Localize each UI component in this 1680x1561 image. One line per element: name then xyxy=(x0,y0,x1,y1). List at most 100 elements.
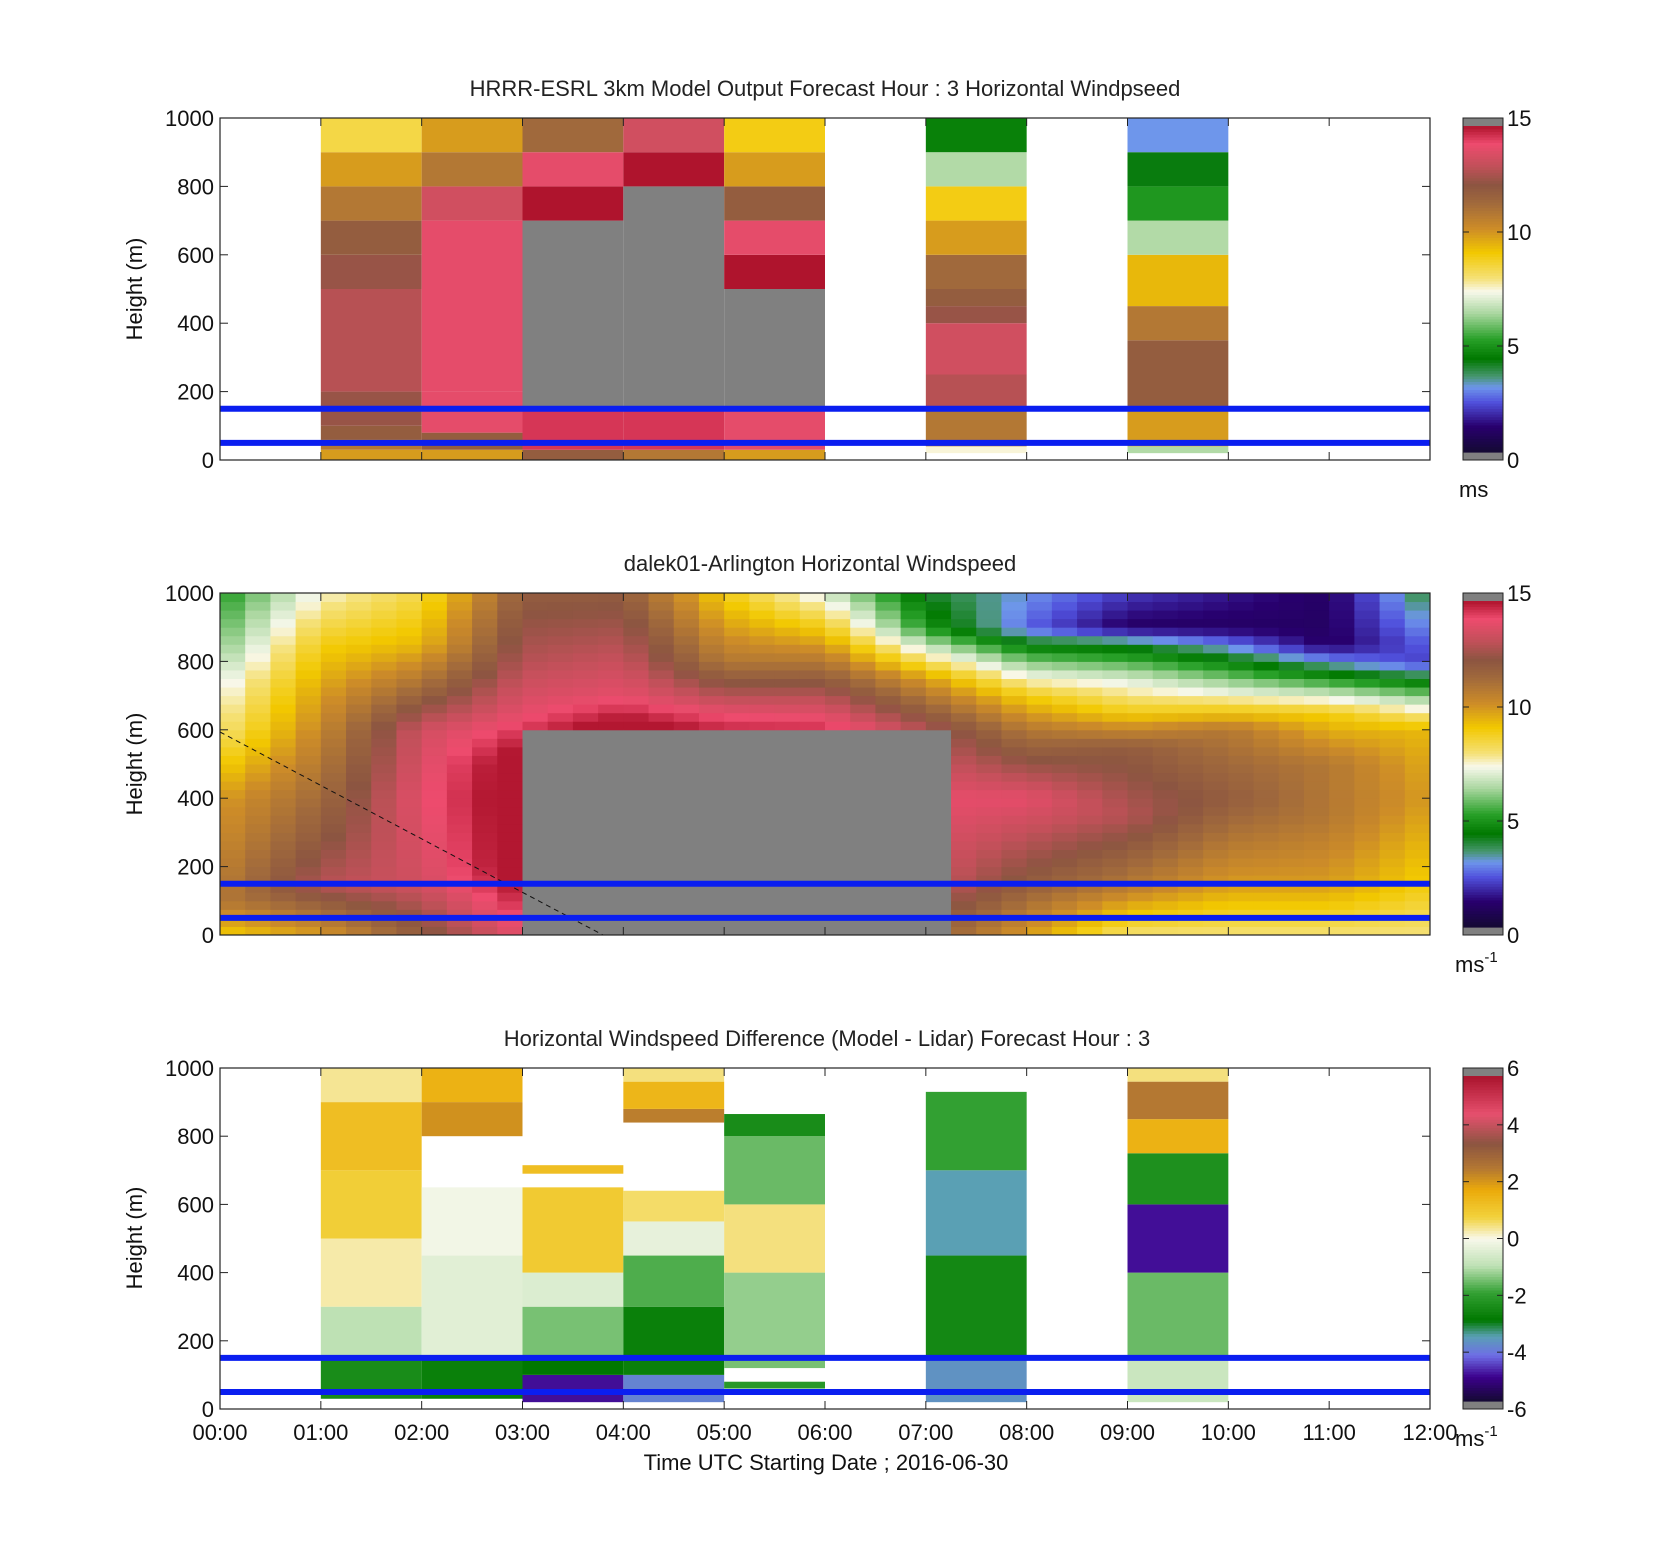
colorbar-swatch xyxy=(1463,850,1503,855)
colorbar-swatch xyxy=(1463,145,1503,149)
heatmap-cell xyxy=(623,661,650,671)
colorbar-cap-bottom xyxy=(1463,452,1503,460)
heatmap-cell xyxy=(446,789,473,799)
heatmap-cell xyxy=(346,652,372,662)
colorbar-swatch xyxy=(1463,259,1503,263)
heatmap-cell xyxy=(749,755,776,765)
heatmap-cell xyxy=(295,858,322,868)
heatmap-cell xyxy=(623,772,650,782)
colorbar-swatch xyxy=(1463,256,1503,260)
heatmap-cell xyxy=(1278,858,1305,868)
heatmap-cell xyxy=(421,704,448,714)
colorbar-swatch xyxy=(1463,210,1503,214)
heatmap-cell xyxy=(320,425,422,440)
heatmap-cell xyxy=(1203,635,1229,645)
heatmap-cell xyxy=(371,652,397,662)
heatmap-cell xyxy=(1404,593,1430,603)
heatmap-cell xyxy=(623,118,725,153)
heatmap-cell xyxy=(497,781,523,791)
heatmap-cell xyxy=(1152,738,1179,748)
colorbar-swatch xyxy=(1463,1124,1503,1129)
colorbar-swatch xyxy=(1463,183,1503,187)
heatmap-cell xyxy=(220,926,246,935)
heatmap-cell xyxy=(1177,764,1204,774)
colorbar-swatch xyxy=(1463,774,1503,779)
heatmap-cell xyxy=(976,627,1002,637)
colorbar-unit: ms xyxy=(1459,477,1488,502)
heatmap-cell xyxy=(497,661,523,671)
heatmap-cell xyxy=(925,1357,1027,1403)
heatmap-cell xyxy=(799,627,826,637)
heatmap-cell xyxy=(547,892,574,902)
colorbar-swatch xyxy=(1463,1122,1503,1126)
heatmap-cell xyxy=(396,832,423,842)
heatmap-cell xyxy=(1278,669,1305,679)
heatmap-cell xyxy=(698,618,725,628)
heatmap-cell xyxy=(951,695,977,705)
heatmap-cell xyxy=(295,712,322,722)
heatmap-cell xyxy=(1127,1068,1229,1082)
heatmap-cell xyxy=(1102,815,1128,825)
heatmap-cell xyxy=(1026,669,1053,679)
colorbar-swatch xyxy=(1463,630,1503,635)
colorbar-swatch xyxy=(1463,1076,1503,1080)
heatmap-cell xyxy=(900,738,927,748)
heatmap-cell xyxy=(1303,593,1330,603)
heatmap-cell xyxy=(1152,746,1179,756)
colorbar-swatch xyxy=(1463,432,1503,437)
heatmap-cell xyxy=(1228,926,1255,935)
heatmap-cell xyxy=(1077,687,1103,697)
heatmap-cell xyxy=(1001,755,1028,765)
heatmap-cell xyxy=(774,687,801,697)
heatmap-cell xyxy=(1228,712,1255,722)
heatmap-cell xyxy=(295,610,322,620)
heatmap-cell xyxy=(1354,729,1381,739)
heatmap-cell xyxy=(799,832,826,842)
heatmap-cell xyxy=(245,858,271,868)
heatmap-cell xyxy=(875,593,902,603)
heatmap-cell xyxy=(220,610,246,620)
colorbar-swatch xyxy=(1463,359,1503,363)
heatmap-cell xyxy=(320,627,347,637)
heatmap-cell xyxy=(1228,781,1255,791)
heatmap-cell xyxy=(1001,798,1028,808)
heatmap-cell xyxy=(900,627,927,637)
heatmap-cell xyxy=(472,789,498,799)
heatmap-cell xyxy=(648,746,675,756)
heatmap-cell xyxy=(1278,687,1305,697)
heatmap-cell xyxy=(472,687,498,697)
heatmap-cell xyxy=(371,832,397,842)
heatmap-cell xyxy=(850,652,876,662)
heatmap-cell xyxy=(522,186,624,221)
heatmap-cell xyxy=(875,789,902,799)
heatmap-cell xyxy=(1303,755,1330,765)
heatmap-cell xyxy=(976,849,1002,859)
heatmap-cell xyxy=(472,729,498,739)
heatmap-cell xyxy=(951,746,977,756)
heatmap-cell xyxy=(522,781,549,791)
colorbar-swatch xyxy=(1463,1271,1503,1275)
heatmap-cell xyxy=(1228,593,1255,603)
heatmap-cell xyxy=(1152,926,1179,935)
colorbar-swatch xyxy=(1463,736,1503,741)
heatmap-cell xyxy=(900,704,927,714)
y-axis-label: Height (m) xyxy=(122,238,147,341)
colorbar-swatch xyxy=(1463,761,1503,765)
colorbar-swatch xyxy=(1463,706,1503,711)
colorbar-swatch xyxy=(1463,294,1503,298)
heatmap-cell xyxy=(446,823,473,833)
heatmap-cell xyxy=(1354,926,1381,935)
heatmap-cell xyxy=(1404,849,1430,859)
heatmap-cell xyxy=(1102,687,1128,697)
heatmap-cell xyxy=(951,772,977,782)
heatmap-cell xyxy=(698,849,725,859)
heatmap-cell xyxy=(270,610,297,620)
heatmap-cell xyxy=(472,652,498,662)
heatmap-cell xyxy=(245,593,271,603)
colorbar-swatch xyxy=(1463,283,1503,287)
heatmap-cell xyxy=(1329,661,1355,671)
heatmap-cell xyxy=(472,764,498,774)
heatmap-cell xyxy=(673,909,700,919)
colorbar-swatch xyxy=(1463,1390,1503,1394)
heatmap-cell xyxy=(371,781,397,791)
